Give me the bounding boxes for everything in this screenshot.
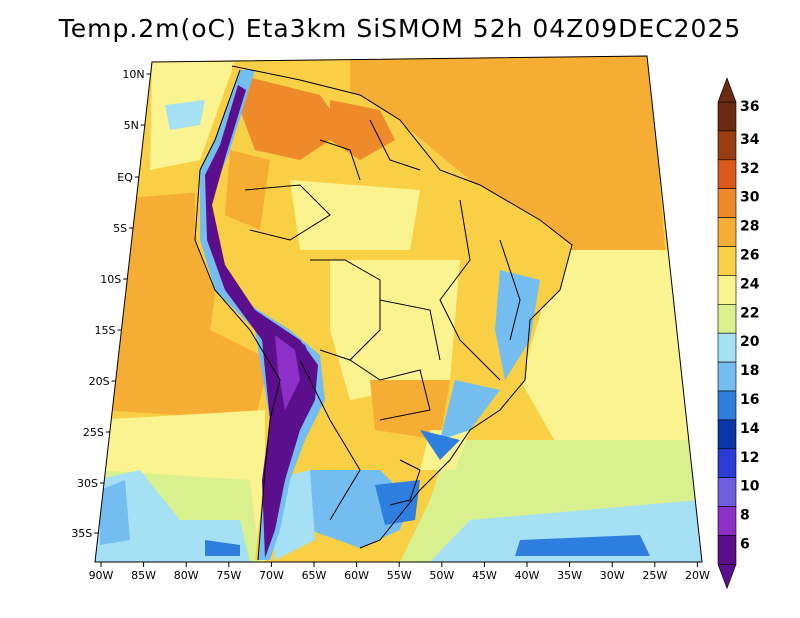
- colorbar-segment: [717, 361, 737, 392]
- country-borders: [194, 65, 573, 561]
- lon-label: 80W: [174, 569, 199, 582]
- colorbar-label: 18: [740, 363, 759, 379]
- colorbar-segment: [717, 101, 737, 132]
- colorbar-label: 12: [740, 450, 759, 466]
- colorbar-segment: [717, 246, 737, 276]
- colorbar-segment: [717, 275, 737, 305]
- colorbar-label: 32: [740, 161, 759, 177]
- lat-label: 10N: [122, 68, 144, 81]
- colorbar-bottom-arrow: [717, 564, 737, 590]
- lat-label: 10S: [100, 273, 121, 286]
- lon-label: 65W: [302, 569, 327, 582]
- lat-label: 5N: [124, 119, 139, 132]
- lon-label: 85W: [131, 569, 156, 582]
- lat-label: 15S: [94, 324, 115, 337]
- colorbar-segment: [717, 506, 737, 536]
- lon-label: 45W: [472, 569, 497, 582]
- lon-label: 20W: [685, 569, 710, 582]
- colorbar-label: 16: [740, 392, 759, 408]
- lon-label: 25W: [642, 569, 667, 582]
- colorbar-label: 34: [740, 132, 760, 148]
- colorbar-segment: [717, 332, 737, 363]
- map-frame: [94, 55, 703, 563]
- colorbar-segment: [717, 390, 737, 421]
- lon-label: 50W: [429, 569, 454, 582]
- colorbar-segment: [717, 188, 737, 218]
- colorbar-label: 8: [740, 508, 750, 524]
- lon-label: 55W: [387, 569, 412, 582]
- colorbar-segment: [717, 477, 737, 507]
- lat-label: EQ: [117, 171, 133, 184]
- lat-label: 25S: [83, 426, 104, 439]
- colorbar-segment: [717, 535, 737, 565]
- temperature-field: [95, 56, 702, 562]
- colorbar-label: 20: [740, 334, 760, 350]
- colorbar-label: 26: [740, 248, 759, 264]
- colorbar-top-arrow: [717, 77, 737, 103]
- colorbar-label: 10: [740, 479, 760, 495]
- lat-label: 20S: [89, 375, 110, 388]
- colorbar-label: 28: [740, 219, 759, 235]
- colorbar-label: 6: [740, 537, 750, 553]
- map-title: Temp.2m(oC) Eta3km SiSMOM 52h 04Z09DEC20…: [58, 14, 742, 43]
- lon-label: 75W: [216, 569, 241, 582]
- colorbar-segment: [717, 217, 737, 247]
- colorbar-label: 30: [740, 190, 760, 206]
- latitude-axis: 10N 5N EQ 5S 10S 15S 20S 25S 30S 35S: [71, 68, 151, 540]
- colorbar-segment: [717, 130, 737, 161]
- colorbar-segment: [717, 419, 737, 450]
- colorbar: 36 34 32 30 28 26 24 22 20 18 16 14 12 10 8 6: [717, 77, 760, 590]
- lon-label: 70W: [259, 569, 284, 582]
- lat-label: 5S: [113, 222, 127, 235]
- colorbar-segment: [717, 448, 737, 478]
- colorbar-label: 24: [740, 276, 760, 292]
- longitude-axis: 90W 85W 80W 75W 70W 65W 60W 55W 50W 45W 40W 35W 30W 2…: [89, 562, 710, 582]
- lon-label: 90W: [89, 569, 114, 582]
- colorbar-label: 14: [740, 421, 760, 437]
- lon-label: 60W: [344, 569, 369, 582]
- lat-label: 30S: [77, 477, 98, 490]
- colorbar-segment: [717, 303, 737, 334]
- lon-label: 35W: [557, 569, 582, 582]
- lon-label: 30W: [600, 569, 625, 582]
- lon-label: 40W: [515, 569, 540, 582]
- colorbar-segment: [717, 159, 737, 190]
- colorbar-label: 36: [740, 99, 759, 115]
- colorbar-label: 22: [740, 305, 759, 321]
- lat-label: 35S: [71, 527, 92, 540]
